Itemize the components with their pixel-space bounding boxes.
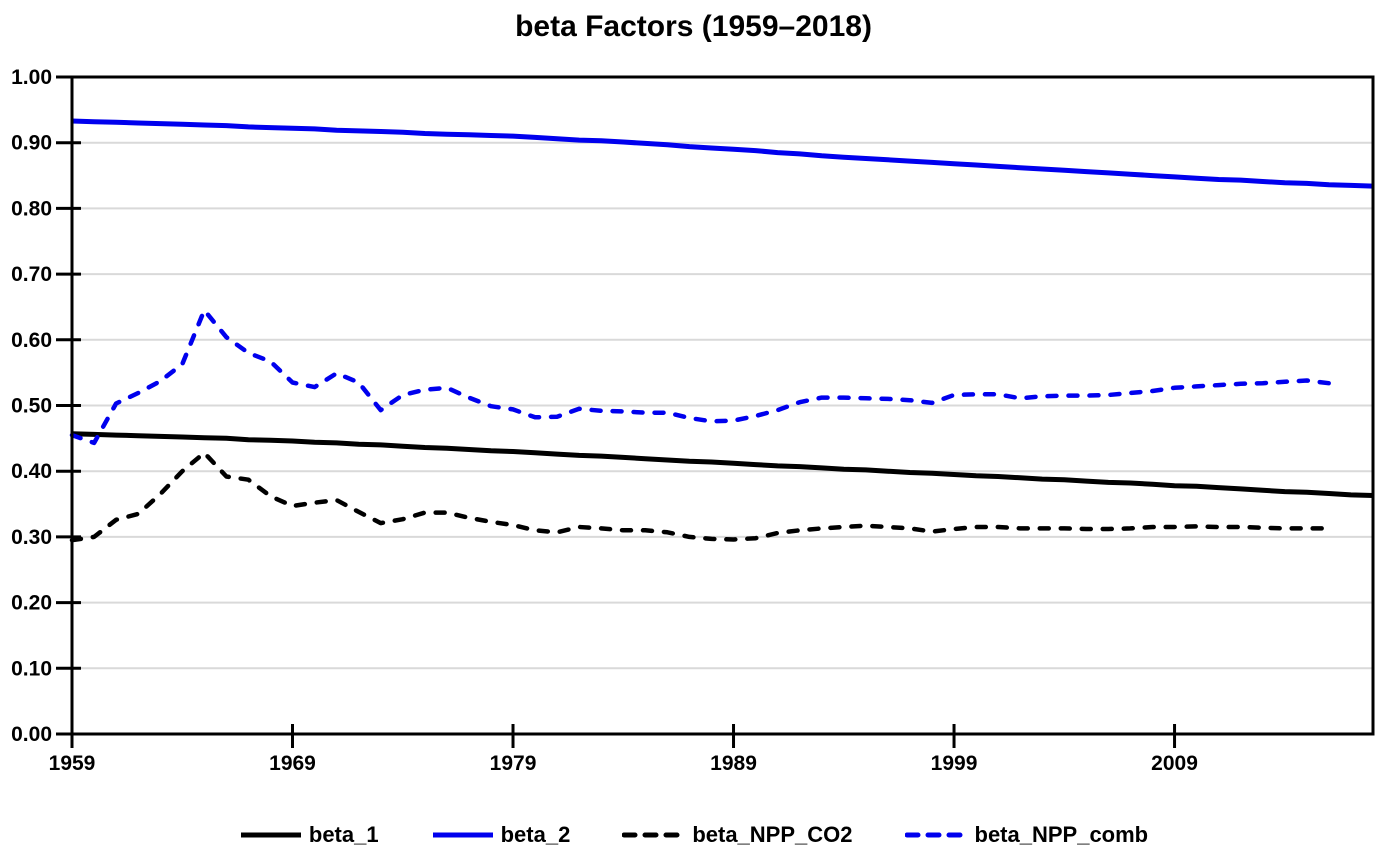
y-tick-label: 0.00 bbox=[11, 723, 52, 746]
legend-solid-line-icon bbox=[432, 832, 493, 838]
series-line-beta_NPP_comb bbox=[69, 307, 1332, 446]
legend-item-beta_NPP_comb: beta_NPP_comb bbox=[904, 822, 1149, 848]
x-tick-label: 1969 bbox=[269, 752, 316, 775]
legend-item-beta_NPP_CO2: beta_NPP_CO2 bbox=[622, 822, 853, 848]
y-tick-label: 0.80 bbox=[11, 197, 52, 220]
y-tick-label: 0.10 bbox=[11, 657, 52, 680]
legend-label: beta_NPP_comb bbox=[974, 822, 1149, 847]
chart-area: 0.00 0.10 0.20 0.30 0.40 0.50 0.60 0.70 0.80 0.90… bbox=[11, 66, 1375, 775]
legend-item-beta_2: beta_2 bbox=[431, 822, 571, 848]
y-tick-label: 0.70 bbox=[11, 263, 52, 286]
y-tick-label: 0.30 bbox=[11, 526, 52, 549]
series-line-beta_NPP_CO2 bbox=[69, 450, 1332, 543]
series-line-beta_1 bbox=[71, 431, 1374, 498]
legend-label: beta_NPP_CO2 bbox=[692, 822, 853, 847]
legend-label: beta_1 bbox=[308, 822, 379, 847]
chart-canvas: 0.00 0.10 0.20 0.30 0.40 0.50 0.60 0.70 0.80 0.90… bbox=[11, 66, 1375, 775]
chart-legend: beta_1 beta_2 beta_NPP_CO2 beta_NPP_comb bbox=[0, 812, 1387, 858]
series-line-beta_2 bbox=[71, 118, 1374, 189]
legend-label: beta_2 bbox=[500, 822, 571, 847]
legend-solid-line-icon bbox=[240, 832, 301, 838]
legend-item-beta_1: beta_1 bbox=[239, 822, 379, 848]
chart-title: beta Factors (1959–2018) bbox=[515, 10, 872, 43]
x-tick-label: 1979 bbox=[490, 752, 537, 775]
x-tick-label: 1989 bbox=[710, 752, 757, 775]
legend-dashed-line-icon bbox=[622, 832, 687, 838]
y-tick-label: 0.40 bbox=[11, 460, 52, 483]
y-tick-label: 0.60 bbox=[11, 329, 52, 352]
y-tick-label: 1.00 bbox=[11, 66, 52, 89]
y-tick-label: 0.90 bbox=[11, 132, 52, 155]
legend-dashed-line-icon bbox=[904, 832, 969, 838]
y-tick-label: 0.50 bbox=[11, 395, 52, 418]
x-tick-label: 2009 bbox=[1151, 752, 1198, 775]
x-tick-label: 1959 bbox=[49, 752, 96, 775]
y-tick-label: 0.20 bbox=[11, 592, 52, 615]
x-tick-label: 1999 bbox=[931, 752, 978, 775]
